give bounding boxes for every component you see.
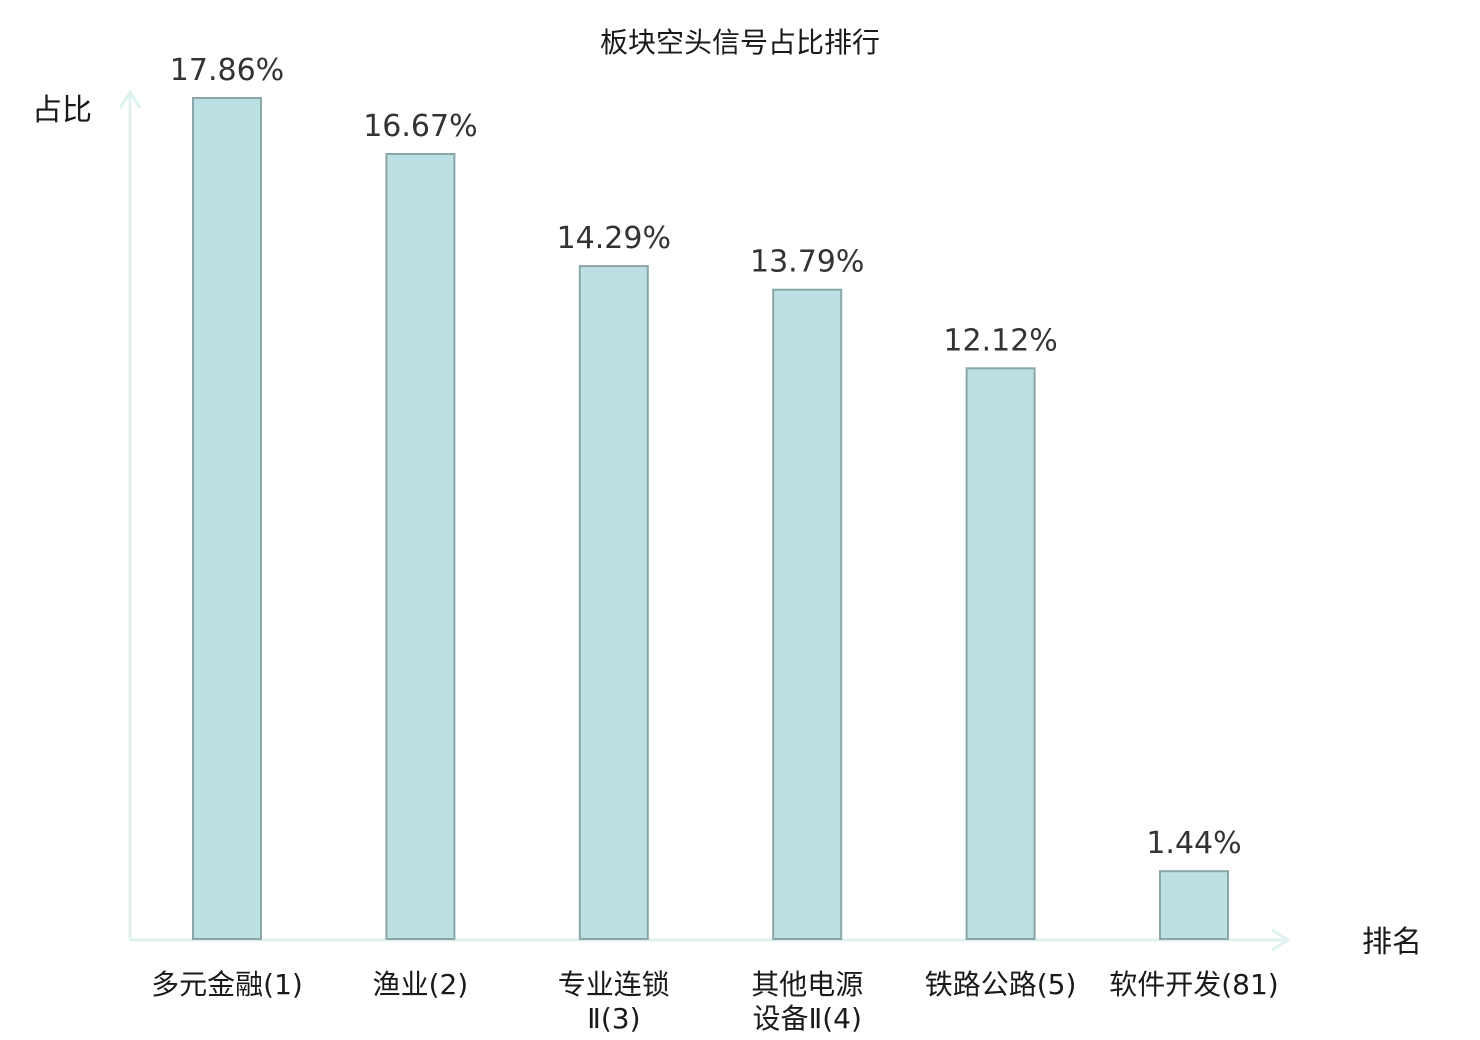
category-label: Ⅱ(3) — [587, 1002, 640, 1035]
category-label: 铁路公路(5) — [925, 968, 1077, 1001]
category-label: 多元金融(1) — [151, 968, 303, 1001]
value-label: 17.86% — [170, 53, 284, 88]
bar — [385, 153, 456, 940]
category-label: 其他电源 — [751, 968, 863, 1001]
value-label: 14.29% — [557, 221, 671, 256]
bars-group — [192, 97, 1229, 941]
x-axis-arrow — [1271, 928, 1291, 952]
chart-title: 板块空头信号占比排行 — [600, 26, 880, 59]
category-label: 设备Ⅱ(4) — [752, 1002, 861, 1035]
category-label-highlight: 软件开发(81) — [1109, 968, 1278, 1001]
value-label: 16.67% — [363, 109, 477, 144]
bar — [578, 265, 649, 941]
value-labels-group: 17.86% 16.67% 14.29% 13.79% 12.12% 1.44% — [170, 53, 1242, 861]
x-axis-label: 排名 — [1362, 925, 1422, 960]
value-label: 12.12% — [943, 323, 1057, 358]
bar — [1159, 870, 1229, 941]
y-axis-label: 占比 — [32, 93, 92, 128]
value-label: 1.44% — [1146, 826, 1241, 861]
category-label: 专业连锁 — [558, 968, 670, 1001]
axes — [118, 89, 1291, 952]
value-label: 13.79% — [750, 245, 864, 280]
category-label: 渔业(2) — [373, 968, 469, 1001]
bar — [772, 288, 843, 940]
y-axis-arrow — [118, 89, 142, 109]
bar — [965, 367, 1036, 940]
bar — [192, 97, 262, 940]
